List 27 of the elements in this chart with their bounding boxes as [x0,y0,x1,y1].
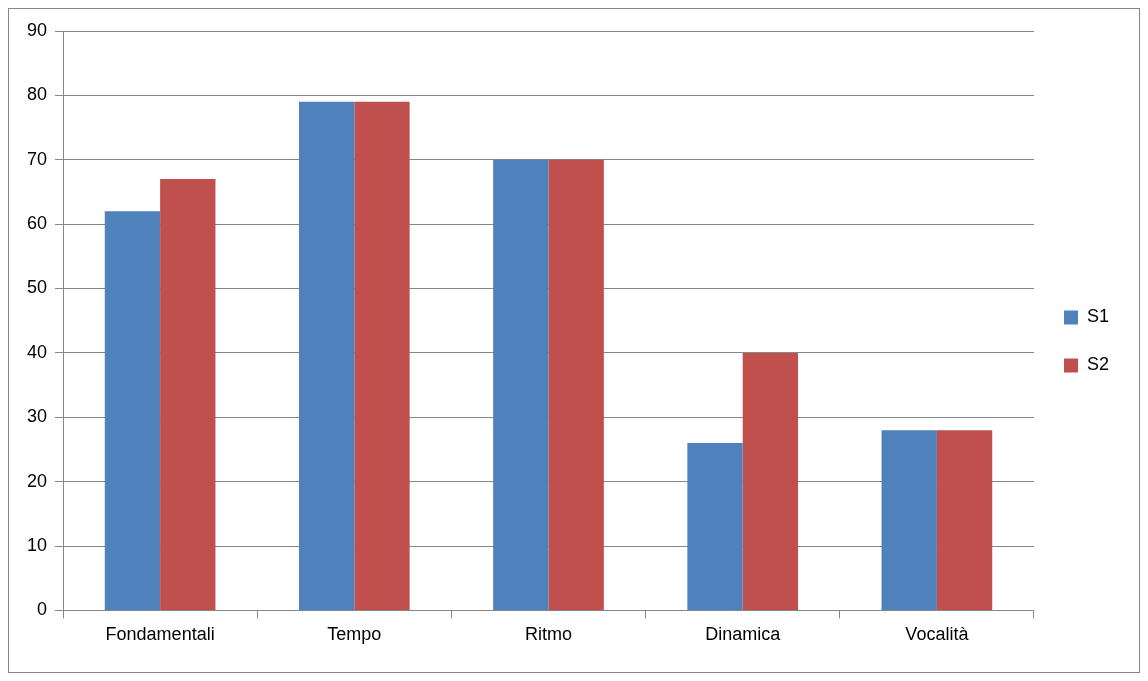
legend-label: S2 [1086,354,1110,375]
y-tick-label: 0 [37,599,48,620]
y-tick-label: 40 [26,341,48,362]
y-tick-label: 80 [26,84,48,105]
bar [493,159,549,610]
y-tick-label: 20 [26,470,48,491]
bar [160,179,216,610]
y-tick-label: 50 [26,277,48,298]
y-tick-label: 60 [26,213,48,234]
y-tick-label: 90 [26,19,48,40]
x-tick-label: Vocalità [905,624,970,645]
x-tick-label: Ritmo [524,624,573,645]
y-tick-label: 10 [26,534,48,555]
x-tick-label: Tempo [327,624,382,645]
bar [881,430,937,610]
bar [298,101,355,610]
bar [936,430,993,610]
bar [104,211,161,610]
y-tick-label: 70 [26,148,48,169]
x-tick-label: Dinamica [705,624,782,645]
y-tick-label: 30 [26,406,48,427]
bar [687,443,743,610]
bar [548,159,604,610]
legend-label: S1 [1086,306,1110,327]
bar [742,352,799,610]
bar [354,101,410,610]
x-tick-label: Fondamentali [105,624,215,645]
